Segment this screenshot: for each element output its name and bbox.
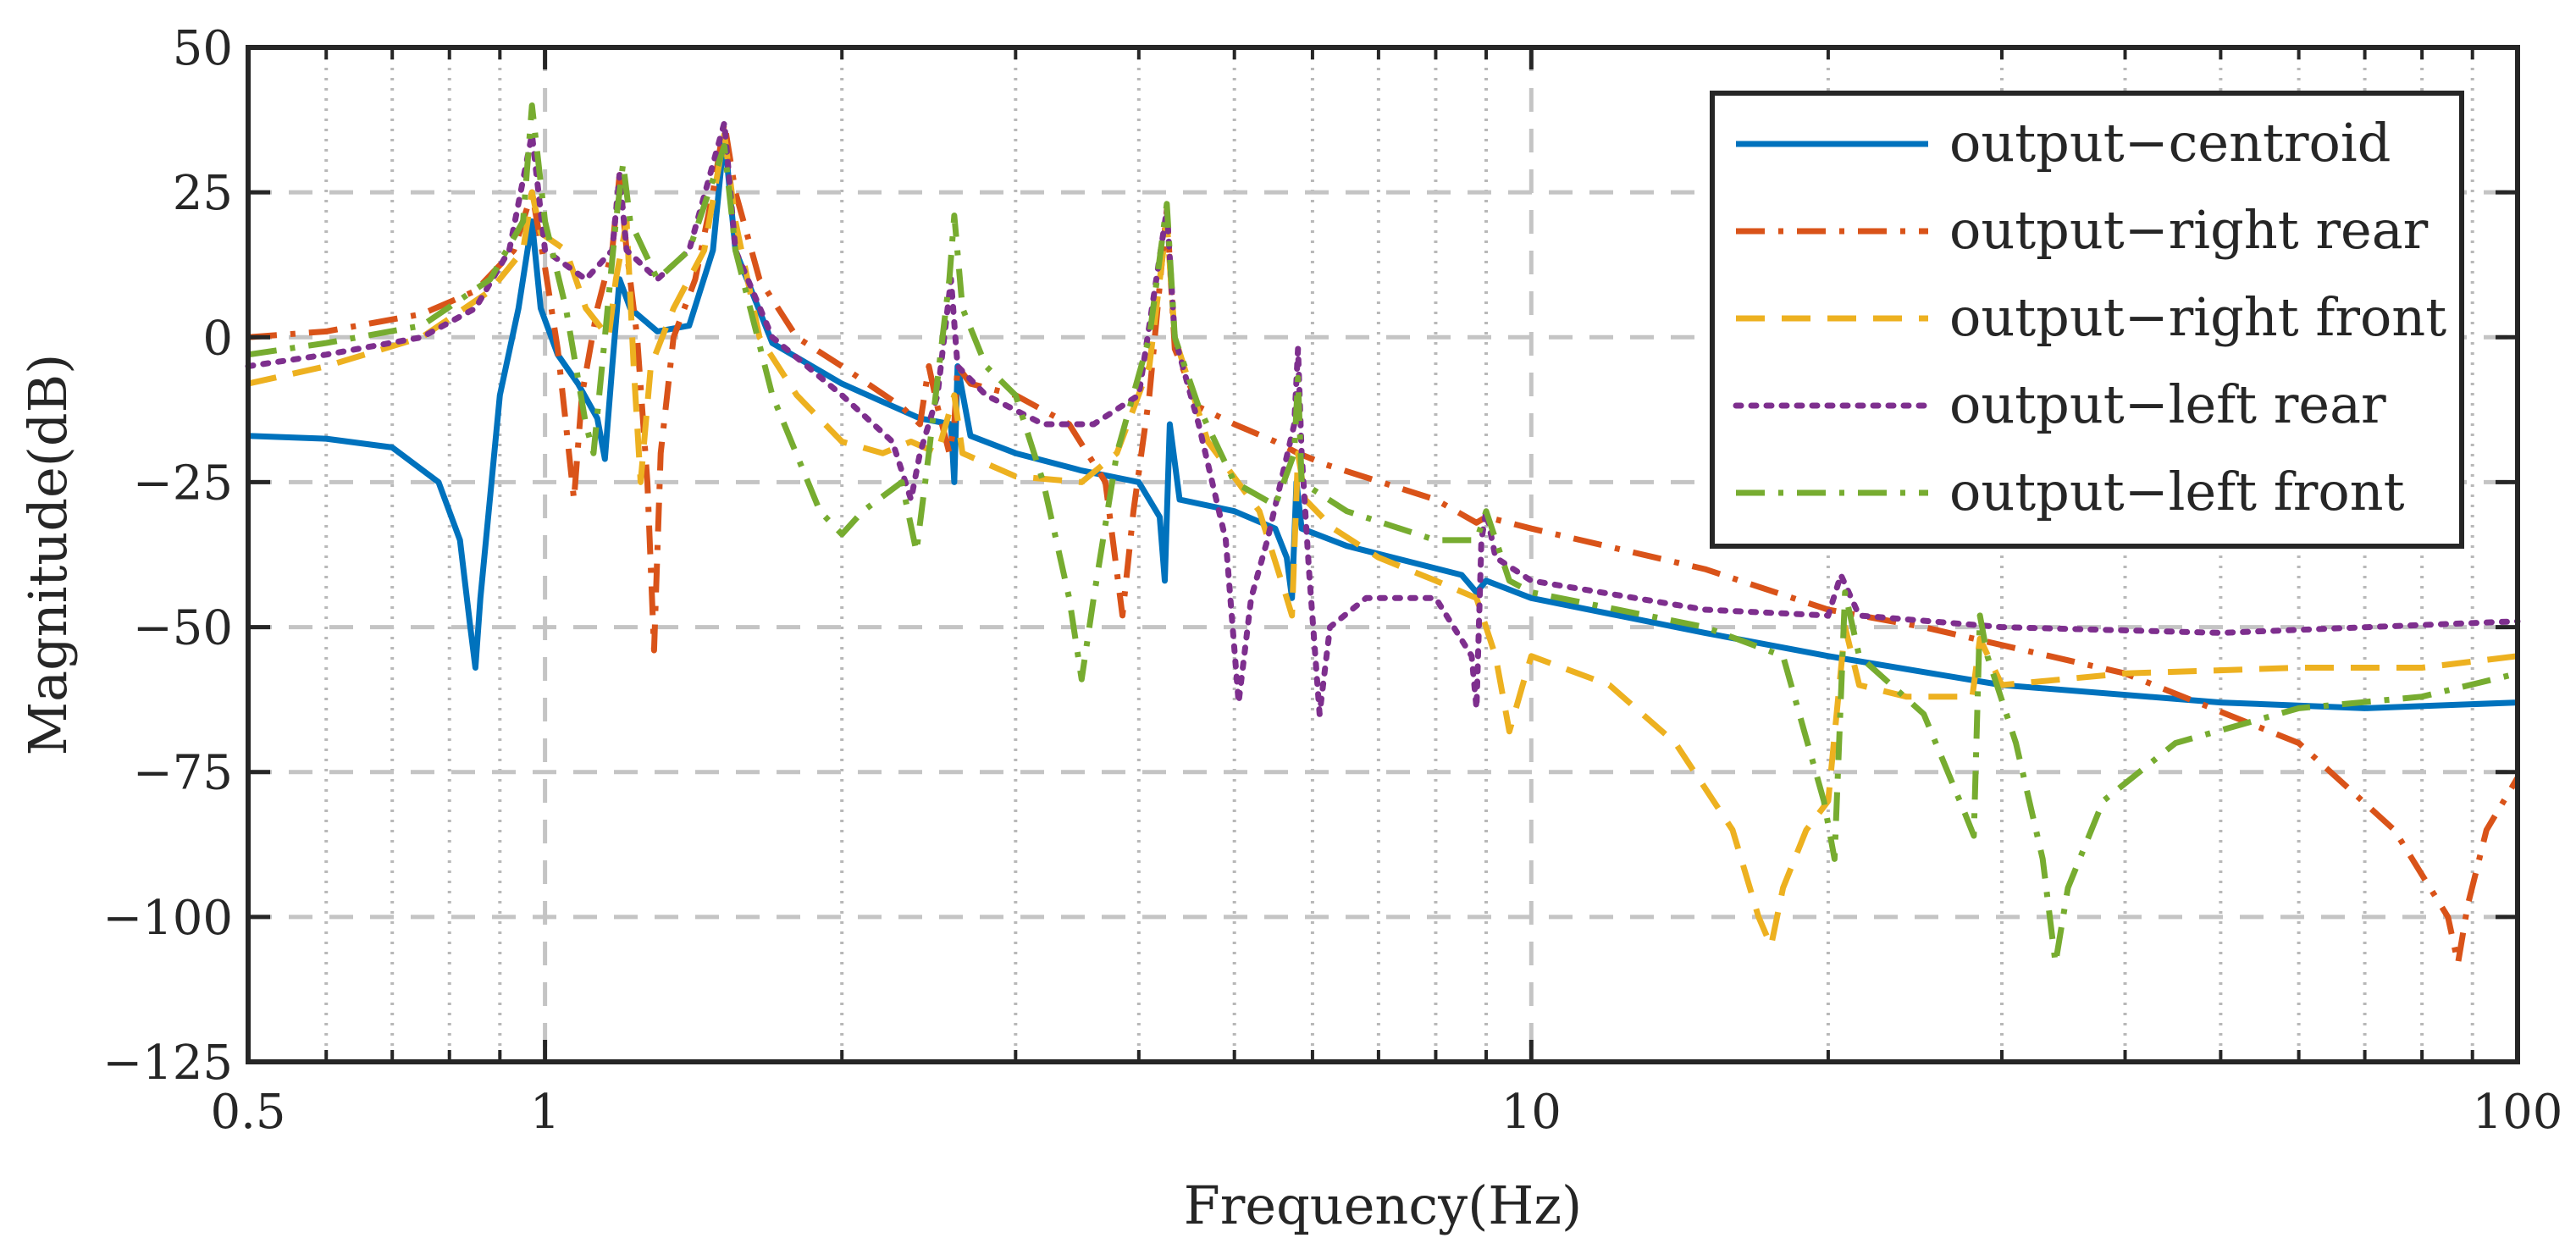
tick-labels: 0.5 1 10 100 50 25 0 −25 −50 −75 −100 −125 bbox=[102, 21, 2562, 1140]
y-tick-label: −75 bbox=[133, 746, 233, 801]
legend-label-3: output−right front bbox=[1949, 286, 2446, 348]
ticks bbox=[246, 45, 2520, 1064]
legend-label-4: output−left rear bbox=[1949, 373, 2386, 435]
x-tick-label: 1 bbox=[530, 1085, 561, 1140]
y-tick-label: 50 bbox=[173, 21, 233, 76]
x-axis-title: Frequency(Hz) bbox=[1184, 1174, 1582, 1236]
y-tick-label: −50 bbox=[133, 601, 233, 656]
legend-label-2: output−right rear bbox=[1949, 199, 2429, 261]
series-line-3 bbox=[247, 131, 2518, 949]
y-axis-title: Magnitude(dB) bbox=[17, 354, 79, 756]
x-tick-label: 10 bbox=[1501, 1085, 1562, 1140]
y-tick-label: −25 bbox=[133, 456, 233, 511]
series-layer bbox=[245, 102, 2521, 967]
x-tick-label: 0.5 bbox=[210, 1085, 285, 1140]
y-tick-label: −125 bbox=[102, 1036, 233, 1091]
series-line-2 bbox=[247, 119, 2521, 967]
x-tick-label: 100 bbox=[2473, 1085, 2563, 1140]
legend-label-1: output−centroid bbox=[1949, 112, 2391, 174]
y-tick-label: 25 bbox=[173, 166, 233, 221]
axes-box bbox=[246, 45, 2520, 1064]
y-tick-label: 0 bbox=[202, 311, 233, 366]
series-line-1 bbox=[247, 131, 2518, 711]
legend: output−centroid output−right rear output−r… bbox=[1710, 91, 2464, 549]
y-tick-label: −100 bbox=[102, 891, 233, 946]
series-line-5 bbox=[247, 102, 2518, 967]
legend-label-5: output−left front bbox=[1949, 461, 2405, 522]
